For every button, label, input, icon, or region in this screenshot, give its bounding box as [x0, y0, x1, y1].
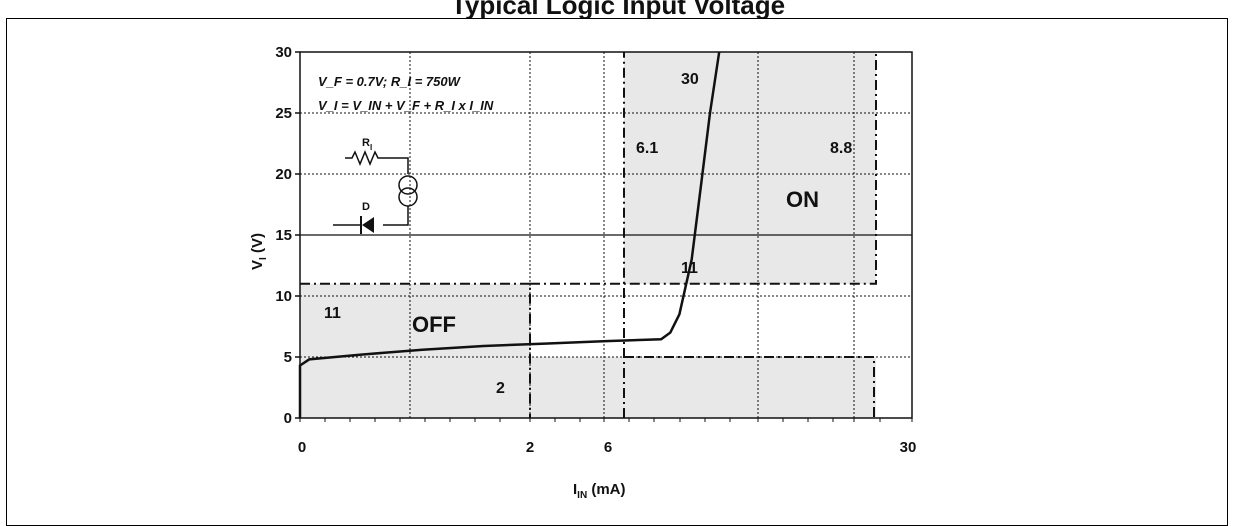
chart-title: Typical Logic Input Voltage — [451, 0, 785, 18]
y-tick-label: 30 — [275, 44, 292, 61]
on-limit-v-low-label: 11 — [681, 260, 698, 277]
chart-title-strip: Typical Logic Input Voltage — [0, 0, 1236, 20]
y-tick-label: 10 — [275, 288, 292, 305]
vi-curve — [298, 51, 721, 418]
diode-triangle — [362, 217, 374, 233]
off-boundary-step — [530, 52, 625, 285]
x-tick-label: 6 — [604, 439, 612, 456]
y-tick-label: 20 — [275, 166, 292, 183]
on-region-shade — [624, 52, 876, 284]
off-region-shade-lower — [530, 357, 624, 418]
formula-line-1: V_F = 0.7V; R_I = 750W — [318, 74, 462, 89]
formula-line-2: V_I = V_IN + V_F + R_I x I_IN — [318, 98, 494, 113]
current-source-circle-top — [398, 175, 418, 195]
wire — [383, 206, 409, 226]
y-tick-label: 5 — [284, 349, 292, 366]
circuit-diagram: R I D — [333, 137, 418, 234]
resistor-label: R — [362, 137, 370, 149]
chart-title-svg: Typical Logic Input Voltage — [451, 0, 785, 20]
on-boundary — [623, 52, 877, 418]
off-limit-v-label: 11 — [324, 305, 341, 322]
y-tick-label: 0 — [284, 410, 292, 427]
off-limit-i-label: 2 — [496, 380, 505, 397]
on-region-label: ON — [786, 187, 819, 212]
y-axis-title: VI (V) — [249, 233, 269, 270]
resistor-symbol — [345, 150, 409, 174]
on-limit-i-left-label: 6.1 — [636, 140, 658, 157]
off-region-label: OFF — [412, 312, 456, 337]
x-tick-label: 0 — [298, 439, 306, 456]
current-source-circle-bottom — [398, 187, 418, 207]
y-tick-label: 15 — [275, 227, 292, 244]
x-tick-label: 2 — [526, 439, 534, 456]
y-tick-label: 25 — [275, 105, 292, 122]
x-axis-title: IIN (mA) — [573, 481, 626, 501]
resistor-label-sub: I — [370, 143, 372, 152]
on-limit-v-top-label: 30 — [681, 71, 699, 88]
on-limit-i-right-label: 8.8 — [830, 140, 852, 157]
diode-label: D — [362, 201, 370, 213]
x-tick-label: 30 — [900, 439, 917, 456]
on-region-shade-lower — [624, 357, 876, 418]
